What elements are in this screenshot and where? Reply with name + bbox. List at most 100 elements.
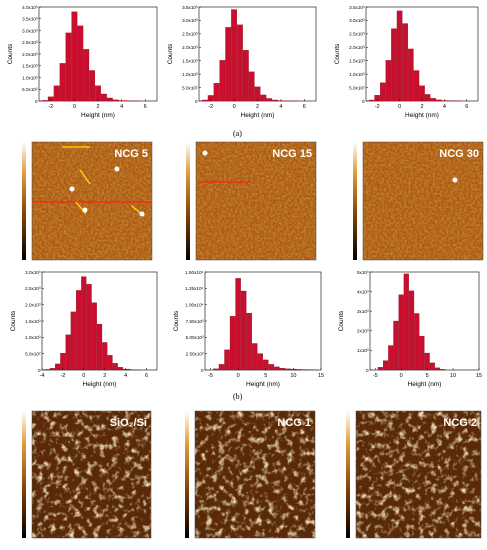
y-tick-label: 3.5x10³ [22,17,38,22]
x-tick-label: 6 [145,373,148,379]
y-tick-label: 1.0x10³ [22,75,38,80]
y-axis-label: Counts [338,310,345,331]
y-tick-label: 4.0x10³ [22,5,38,10]
afm-frame [31,410,152,539]
histogram-bar [71,11,78,102]
histogram-bar [246,312,252,371]
afm-sample-label: NCG 5 [114,148,148,160]
x-tick-label: 15 [318,373,324,379]
y-tick-label: 1.25x10⁴ [185,286,203,291]
y-tick-label: 3.5x10³ [182,5,198,10]
x-tick-label: 6 [465,104,468,110]
histogram-bar [96,323,103,371]
afm-sample-label: NCG 1 [277,417,311,429]
x-tick-label: -5 [373,373,378,379]
afm-image-b1: NCG 5 [22,141,153,261]
histogram-bar [235,278,241,371]
y-tick-label: 5.0x10² [349,85,365,90]
afm-tint [363,142,483,260]
y-tick-label: 0 [362,99,365,104]
x-tick-label: -5 [208,373,213,379]
histogram-bar [268,364,275,371]
histogram-bar [77,25,84,102]
histogram-b2: 0 2.50x10³ 5.00x10³ 7.50x10³ 1.00x10⁴ 1.25x10… [173,270,324,388]
x-tick-label: -2 [60,373,65,379]
histogram-bar [117,367,124,371]
y-tick-label: 1.5x10³ [349,59,365,64]
x-tick-label: 5 [264,373,267,379]
histogram-b1: 0 5.0x10² 1.0x10³ 1.5x10³ 2.0x10³ 2.5x10³ 3.0x… [10,270,158,388]
x-tick-label: -2 [48,104,53,110]
particle-spot [139,211,145,217]
x-tick-label: 2 [420,104,423,110]
y-tick-label: 1.5x10³ [182,59,198,64]
x-tick-label: 6 [303,104,306,110]
histogram-bar [201,99,208,102]
histogram-bar [257,353,263,371]
histogram-a3: 0 5.0x10² 1.0x10³ 1.5x10³ 2.0x10³ 2.5x10³ 3.0x… [334,5,479,119]
histogram-bar [266,98,273,102]
histogram-bar [65,32,72,102]
y-tick-label: 1.0x10³ [349,72,365,77]
x-tick-label: 0 [400,373,403,379]
histogram-bar [430,98,436,102]
y-tick-label: 2.0x10³ [22,52,38,57]
x-tick-label: 2 [103,373,106,379]
histogram-bar [218,364,225,371]
particle-spot [69,186,75,192]
histogram-bar [388,345,394,371]
color-scale-bar [353,142,357,260]
afm-texture [32,411,151,538]
y-tick-label: 3x10³ [357,309,369,314]
x-axis-label: Height (nm) [408,381,442,388]
y-tick-label: 5.0x10² [22,87,38,92]
histogram-bar [225,27,232,102]
y-tick-label: 1.0x10³ [25,335,41,340]
y-tick-label: 2x10³ [357,329,369,334]
histogram-a1: 0 5.0x10² 1.0x10³ 1.5x10³ 2.0x10³ 2.5x10³ 3.0x… [7,5,158,119]
x-axis-label: Height (nm) [241,112,275,119]
histogram-bar [95,85,101,102]
afm-image-c2: NCG 1 [185,410,316,539]
y-axis-label: Counts [167,43,174,64]
histogram-bar [112,363,118,371]
y-tick-label: 2.5x10³ [22,40,38,45]
histogram-bar [419,335,425,371]
histogram-bar [100,93,107,102]
histogram-b3: 0 1x10³ 2x10³ 3x10³ 4x10³ 5x10³ -5 0 5 10 15 Height… [338,270,482,388]
histogram-bar [44,369,50,371]
y-tick-label: 2.5x10³ [182,32,198,37]
histogram-bar [251,343,258,371]
y-tick-label: 3.0x10³ [22,28,38,33]
caption-b: (b) [233,392,243,401]
histogram-bar [385,60,392,102]
y-tick-label: 2.50x10³ [186,351,204,356]
histogram-bar [413,70,420,102]
histogram-bar [377,367,383,371]
x-tick-label: 4 [279,104,282,110]
histogram-bar [272,99,278,102]
histogram-bar [75,290,82,371]
particle-spot [114,166,120,172]
x-tick-label: 6 [144,104,147,110]
histogram-bar [106,97,113,102]
histogram-bar [213,83,220,102]
histogram-bar [402,23,408,102]
y-tick-label: 7.50x10³ [186,319,204,324]
x-tick-label: 0 [237,373,240,379]
histogram-bar [414,313,420,371]
x-axis-label: Height (nm) [405,112,439,119]
histogram-bar [382,360,389,371]
histogram-bar [393,320,399,371]
histogram-bar [55,363,61,371]
histogram-bar [49,368,56,371]
x-tick-label: 10 [290,373,296,379]
afm-frame [355,410,482,539]
histogram-bar [368,99,375,102]
afm-texture [32,142,152,260]
x-axis-label: Height (nm) [246,381,280,388]
histogram-bar [237,24,243,102]
histogram-bar [440,369,446,371]
x-tick-label: 0 [82,373,85,379]
